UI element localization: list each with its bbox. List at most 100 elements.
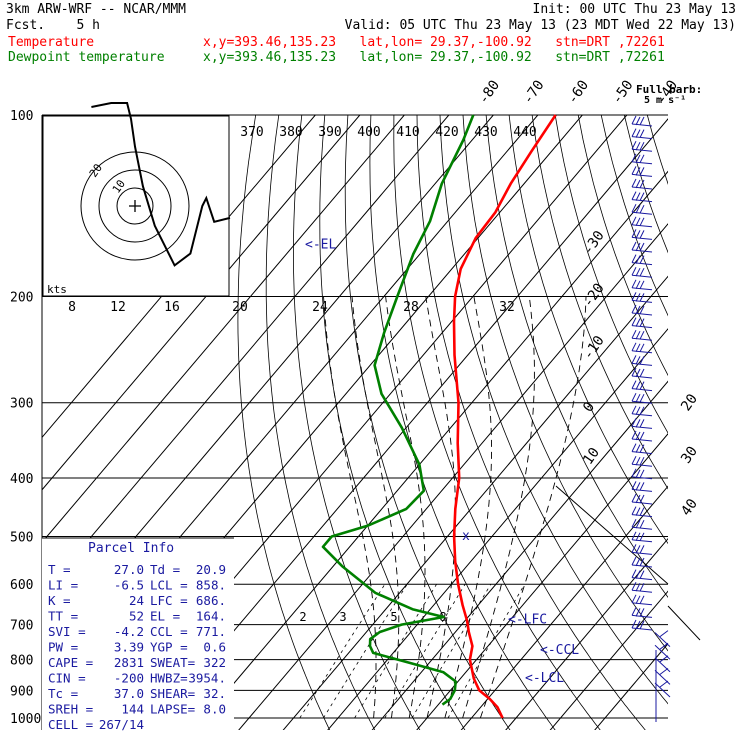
pressure-tick-label: 700 [10,619,33,634]
hodograph-ring [80,151,190,261]
barb-shaft [631,329,653,341]
mixing-ratio-label: 5 [390,610,397,624]
hodograph-ring [116,187,154,225]
parcel-level-lfc: <-LFC [508,612,547,627]
pressure-tick-label: 400 [10,472,33,487]
parcel-row-value: 858. [196,578,226,593]
parcel-row-value: 27.0 [114,562,144,577]
wind-barb [631,292,653,303]
barb-shaft [631,493,653,505]
parcel-row-value: 24 [129,593,144,608]
parcel-row-label: HWBZ= [150,671,188,686]
hodograph-ring [98,169,172,243]
wind-barb [631,166,653,177]
temperature-line [452,114,557,719]
dry-adiabat [623,115,668,254]
wind-barb [631,380,653,392]
wind-barb [631,531,653,543]
isotherm-line [594,642,668,730]
parcel-row-value: 3954. [188,671,226,686]
wind-barb [631,229,653,240]
wind-barb [631,216,653,228]
isotherm-label: -80 [476,77,504,107]
hodograph-origin [129,200,141,212]
wind-barb [631,581,653,593]
barb-shaft [631,607,653,618]
sounding-series [321,114,557,719]
temperature-legend-label: Temperature [8,35,95,50]
wind-barb [631,115,653,127]
theta-label: 370 [240,125,263,140]
moist-adiabat [479,296,587,719]
dry-adiabat [393,115,601,730]
barb-shaft [631,506,653,518]
barb-shaft [631,619,653,631]
isotherm-line [42,115,450,596]
pressure-tick-label: 500 [10,530,33,545]
parcel-row-value: 0.6 [203,640,226,655]
barb-shaft [631,279,653,291]
wind-barb [654,668,671,685]
pressure-tick-label: 900 [10,684,33,699]
barb-shaft [631,266,653,278]
dry-adiabat [508,115,668,545]
wind-barb [654,655,671,673]
wind-barb [631,569,653,581]
barb-shaft [631,128,653,140]
dry-adiabat [344,115,511,730]
hodograph: 20 10 kts [42,102,231,297]
isotherm-line [42,115,361,491]
isotherm-line [505,537,668,730]
isotherm-label: 20 [678,391,701,414]
wind-barb [631,418,653,429]
isotherm-label: 30 [678,444,701,467]
parcel-row-label: SVI = [48,624,86,639]
parcel-row-value: 771. [196,624,226,639]
barb-shaft [631,304,653,316]
wind-barb [631,430,653,442]
wind-barb [631,619,653,631]
wind-barbs: Full barb:5 m s⁻¹ [631,83,702,722]
barb-shaft [631,418,653,429]
parcel-row-value: -200 [114,671,144,686]
wind-barb [631,254,653,266]
mixing-ratio-line [299,583,386,719]
wind-barb [631,607,653,618]
barb-shaft [631,153,653,165]
parcel-row-value: 20.9 [196,562,226,577]
moist-adiabat-label: 12 [110,300,126,315]
barb-shaft [631,556,653,568]
parcel-row-value: 686. [196,593,226,608]
barb-shaft [631,292,653,303]
parcel-level-el: <-EL [305,238,336,253]
dry-adiabat [416,115,646,730]
wind-barb [631,544,653,555]
parcel-row-label: SREH = [48,702,93,717]
barb-shaft [631,392,653,404]
wind-barb [631,405,653,417]
valid-time: Valid: 05 UTC Thu 23 May 13 (23 MDT Wed … [344,18,736,33]
theta-label: 390 [318,125,341,140]
isotherm-label: 10 [580,445,603,468]
wind-barb [631,140,653,152]
init-time: Init: 00 UTC Thu 23 May 13 [532,2,737,17]
moist-adiabat [425,296,456,719]
model-title: 3km ARW-WRF -- NCAR/MMM [6,2,187,17]
barb-legend-title: Full barb: [636,83,702,96]
parcel-row-value: 32. [203,686,226,701]
parcel-row-label: EL = [150,609,180,624]
wind-barb [631,191,653,203]
mixing-ratio-line [323,583,408,719]
dry-adiabat [439,115,668,705]
dry-adiabat [462,115,668,652]
barb-shaft [631,216,653,228]
isotherm-label: -50 [609,77,637,107]
barb-shaft [631,581,653,593]
wind-barb [654,642,671,660]
barb-legend-units: 5 m s⁻¹ [644,95,686,106]
isotherm-label: -70 [520,77,548,107]
hodograph-ring-label: 20 [87,161,105,179]
dry-adiabat [670,115,740,731]
dry-adiabat [531,115,668,490]
